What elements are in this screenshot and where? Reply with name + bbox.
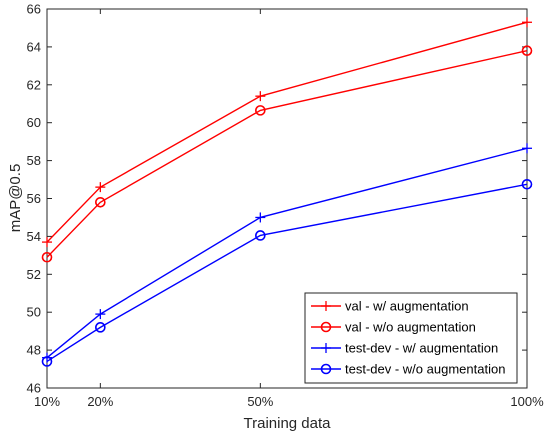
data-point-circle	[95, 196, 106, 208]
legend-item: test-dev - w/o augmentation	[311, 362, 505, 377]
y-tick-label: 46	[27, 381, 41, 396]
data-point-plus	[522, 143, 532, 154]
legend-label: val - w/o augmentation	[345, 320, 476, 335]
y-tick-label: 64	[27, 39, 41, 54]
data-point-circle	[320, 363, 332, 375]
y-tick-label: 50	[27, 305, 41, 320]
legend-item: test-dev - w/ augmentation	[311, 341, 498, 356]
y-tick-label: 60	[27, 115, 41, 130]
data-point-circle	[41, 356, 53, 367]
series-4	[41, 178, 533, 367]
legend-box	[304, 292, 518, 384]
data-point-plus	[522, 17, 532, 28]
x-axis-label: Training data	[244, 415, 332, 432]
legend: val - w/ augmentation val - w/o augmentat…	[304, 292, 518, 384]
y-tick-label: 56	[27, 191, 41, 206]
series-line	[46, 183, 528, 363]
data-point-plus	[321, 343, 331, 353]
data-point-plus	[321, 301, 331, 311]
legend-label: test-dev - w/o augmentation	[345, 362, 505, 377]
data-point-circle	[95, 322, 106, 333]
legend-item: val - w/o augmentation	[311, 320, 476, 335]
data-point-circle	[41, 251, 53, 263]
y-tick-label: 66	[27, 2, 41, 17]
data-point-circle	[255, 230, 266, 241]
series-line	[46, 21, 528, 243]
x-tick-label: 50%	[247, 394, 273, 409]
data-point-plus	[255, 91, 266, 102]
data-point-circle	[521, 178, 533, 190]
data-point-plus	[95, 182, 106, 193]
series-layer	[41, 17, 533, 367]
y-axis-label: mAP@0.5	[7, 164, 24, 233]
y-tick-label: 48	[27, 343, 41, 358]
x-tick-label: 100%	[510, 394, 544, 409]
y-tick-label: 54	[27, 229, 41, 244]
data-point-circle	[255, 105, 266, 116]
y-tick-label: 52	[27, 267, 41, 282]
data-point-plus	[95, 309, 106, 320]
series-line	[46, 50, 528, 258]
data-point-circle	[521, 45, 533, 56]
data-point-circle	[320, 321, 332, 333]
series-line	[46, 147, 528, 359]
legend-item: val - w/ augmentation	[311, 299, 469, 314]
series-2	[41, 45, 533, 263]
legend-label: test-dev - w/ augmentation	[345, 341, 498, 356]
legend-label: val - w/ augmentation	[345, 299, 469, 314]
x-tick-label: 10%	[34, 394, 60, 409]
data-point-plus	[42, 237, 52, 248]
data-point-plus	[255, 212, 266, 223]
y-tick-label: 62	[27, 77, 41, 92]
series-1	[42, 17, 532, 248]
x-tick-label: 20%	[87, 394, 113, 409]
y-tick-label: 58	[27, 153, 41, 168]
